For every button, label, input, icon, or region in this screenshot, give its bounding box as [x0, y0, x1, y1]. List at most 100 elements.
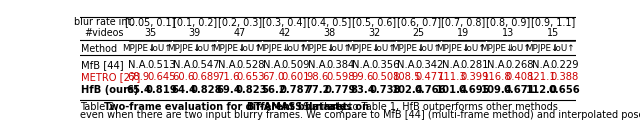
Text: 0.738: 0.738: [369, 85, 401, 95]
Text: 68.9: 68.9: [128, 72, 150, 82]
Text: [0.1, 0.2]: [0.1, 0.2]: [173, 17, 217, 27]
Text: 101.4: 101.4: [436, 85, 468, 95]
Text: 0.281: 0.281: [460, 60, 489, 70]
Text: 0.695: 0.695: [459, 85, 490, 95]
Text: 56.2: 56.2: [261, 85, 285, 95]
Text: 47: 47: [234, 28, 246, 38]
Text: N.A.: N.A.: [487, 60, 508, 70]
Text: 0.229: 0.229: [550, 60, 579, 70]
Text: MPJPE↓: MPJPE↓: [257, 45, 290, 53]
Text: Table 2.: Table 2.: [81, 102, 121, 112]
Text: N.A.: N.A.: [532, 60, 552, 70]
Text: 102.4: 102.4: [392, 85, 424, 95]
Text: 0.509: 0.509: [282, 60, 310, 70]
Text: Similarly to Table 1, HfB outperforms other methods: Similarly to Table 1, HfB outperforms ot…: [300, 102, 557, 112]
Text: MPJPE↓: MPJPE↓: [346, 45, 380, 53]
Text: N.A.: N.A.: [353, 60, 373, 70]
Text: IoU↑: IoU↑: [285, 45, 307, 53]
Text: 19: 19: [458, 28, 470, 38]
Text: [0.9, 1.1]: [0.9, 1.1]: [531, 17, 575, 27]
Text: 38: 38: [323, 28, 335, 38]
Text: Two-frame evaluation for different blur rates on: Two-frame evaluation for different blur …: [104, 102, 372, 112]
Text: 0.819: 0.819: [145, 85, 177, 95]
Text: blur rate int.: blur rate int.: [74, 17, 134, 27]
Text: IoU↑: IoU↑: [554, 45, 575, 53]
Text: 0.477: 0.477: [416, 72, 444, 82]
Text: 25: 25: [413, 28, 425, 38]
Text: 0.268: 0.268: [505, 60, 534, 70]
Text: 0.547: 0.547: [192, 60, 220, 70]
Text: [0.4, 0.5]: [0.4, 0.5]: [307, 17, 351, 27]
Text: MPJPE↓: MPJPE↓: [122, 45, 156, 53]
Text: N.A.: N.A.: [173, 60, 194, 70]
Text: 0.528: 0.528: [237, 60, 265, 70]
Text: 13: 13: [502, 28, 515, 38]
Text: 69.4: 69.4: [216, 85, 241, 95]
Text: 0.671: 0.671: [504, 85, 536, 95]
Text: 0.779: 0.779: [324, 85, 356, 95]
Text: 0.356: 0.356: [371, 60, 399, 70]
Text: 0.828: 0.828: [190, 85, 222, 95]
Text: 0.384: 0.384: [326, 60, 355, 70]
Text: MPJPE↓: MPJPE↓: [301, 45, 335, 53]
Text: 0.823: 0.823: [235, 85, 266, 95]
Text: 108.5: 108.5: [394, 72, 422, 82]
Text: 39: 39: [189, 28, 201, 38]
Text: 0.598: 0.598: [326, 72, 355, 82]
Text: N.A.: N.A.: [308, 60, 328, 70]
Text: N.A.: N.A.: [218, 60, 239, 70]
Text: MPJPE↓: MPJPE↓: [436, 45, 469, 53]
Text: METRO [27]: METRO [27]: [81, 72, 141, 82]
Text: N.A.: N.A.: [397, 60, 418, 70]
Text: 42: 42: [278, 28, 291, 38]
Text: IoU↑: IoU↑: [195, 45, 217, 53]
Text: #videos: #videos: [84, 28, 124, 38]
Text: 0.689: 0.689: [192, 72, 220, 82]
Text: MPJPE↓: MPJPE↓: [391, 45, 424, 53]
Text: 0.513: 0.513: [147, 60, 175, 70]
Text: 0.388: 0.388: [550, 72, 579, 82]
Text: 0.656: 0.656: [548, 85, 580, 95]
Text: 15: 15: [547, 28, 559, 38]
Text: N.A.: N.A.: [129, 60, 149, 70]
Text: 111.3: 111.3: [438, 72, 467, 82]
Text: IoU↑: IoU↑: [150, 45, 172, 53]
Text: 109.4: 109.4: [481, 85, 513, 95]
Text: 112.0: 112.0: [526, 85, 558, 95]
Text: IoU↑: IoU↑: [509, 45, 531, 53]
Text: [0.8, 0.9]: [0.8, 0.9]: [486, 17, 531, 27]
Text: MPJPE↓: MPJPE↓: [167, 45, 200, 53]
Text: N.A.: N.A.: [263, 60, 284, 70]
Text: N.A.: N.A.: [442, 60, 463, 70]
Text: IoU↑: IoU↑: [240, 45, 262, 53]
Text: 0.653: 0.653: [237, 72, 265, 82]
Text: [0.5, 0.6]: [0.5, 0.6]: [352, 17, 396, 27]
Text: IoU↑: IoU↑: [419, 45, 441, 53]
Text: 0.766: 0.766: [414, 85, 445, 95]
Text: 77.2: 77.2: [306, 85, 330, 95]
Text: 35: 35: [144, 28, 156, 38]
Text: MPJPE↓: MPJPE↓: [212, 45, 245, 53]
Text: [0.2, 0.3]: [0.2, 0.3]: [218, 17, 262, 27]
Text: 0.787: 0.787: [280, 85, 311, 95]
Text: IoU↑: IoU↑: [464, 45, 486, 53]
Text: 60.6: 60.6: [172, 72, 195, 82]
Text: 0.399: 0.399: [460, 72, 489, 82]
Text: 0.601: 0.601: [282, 72, 310, 82]
Text: 64.4: 64.4: [171, 85, 196, 95]
Text: BT-AMASS dataset.: BT-AMASS dataset.: [246, 102, 351, 112]
Text: [0.05, 0.1]: [0.05, 0.1]: [125, 17, 175, 27]
Text: 99.6: 99.6: [351, 72, 374, 82]
Text: 98.6: 98.6: [307, 72, 329, 82]
Text: 65.4: 65.4: [126, 85, 151, 95]
Text: MPJPE↓: MPJPE↓: [481, 45, 514, 53]
Text: 83.4: 83.4: [350, 85, 375, 95]
Text: 32: 32: [368, 28, 380, 38]
Text: IoU↑: IoU↑: [330, 45, 351, 53]
Text: [0.7, 0.8]: [0.7, 0.8]: [442, 17, 486, 27]
Text: 71.6: 71.6: [217, 72, 239, 82]
Text: 116.8: 116.8: [483, 72, 511, 82]
Text: 0.508: 0.508: [371, 72, 399, 82]
Text: MPJPE↓: MPJPE↓: [525, 45, 559, 53]
Text: 121.1: 121.1: [527, 72, 556, 82]
